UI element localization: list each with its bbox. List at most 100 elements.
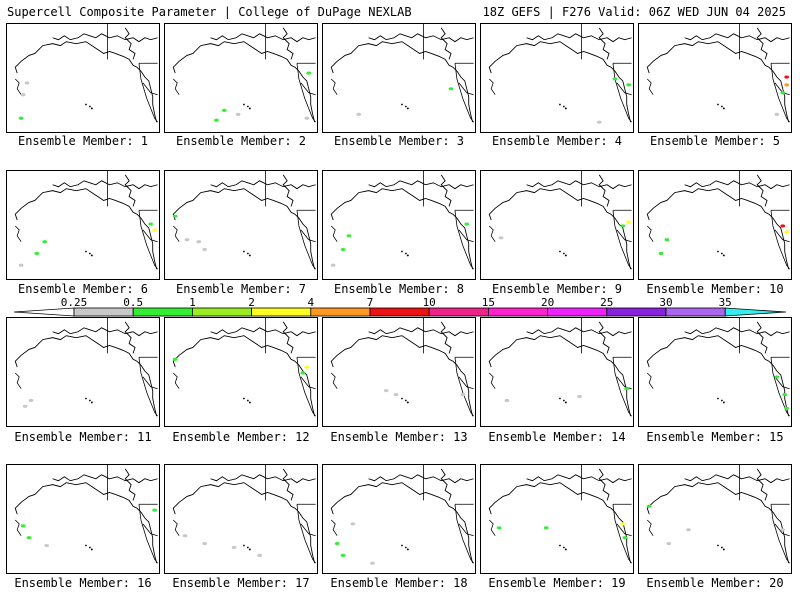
scale-segment (428, 307, 489, 317)
basemap (330, 318, 474, 417)
ensemble-member-11-map (6, 317, 160, 427)
scp-contour (370, 561, 375, 565)
scp-contour (356, 112, 362, 116)
scale-arrow-high (724, 307, 787, 317)
scp-contour (782, 393, 788, 397)
ensemble-member-14-map (480, 317, 634, 427)
basemap (646, 171, 790, 270)
scp-contour (340, 553, 346, 557)
scp-contour (44, 543, 50, 548)
scale-tick-label: 10 (423, 296, 436, 309)
scp-contour (626, 83, 632, 87)
ensemble-member-label: Ensemble Member: 7 (175, 282, 307, 296)
scp-contour (304, 365, 310, 369)
ensemble-member-label: Ensemble Member: 10 (646, 282, 784, 296)
basemap (488, 24, 632, 124)
scp-contour (626, 220, 632, 224)
ensemble-member-10-map (638, 170, 792, 280)
scp-contour (221, 108, 227, 112)
scp-contour (780, 224, 786, 228)
scp-contour (26, 536, 32, 540)
scp-contour (196, 240, 202, 244)
ensemble-member-label: Ensemble Member: 14 (488, 430, 626, 444)
scp-contour (498, 236, 504, 240)
basemap (330, 24, 474, 123)
scp-contour (18, 263, 24, 267)
scale-tick-label: 4 (307, 296, 314, 309)
scp-contour (34, 251, 40, 256)
scale-tick-label: 2 (248, 296, 255, 309)
ensemble-member-12-map (164, 317, 318, 427)
scale-segment (369, 307, 430, 317)
scp-contour (28, 398, 34, 403)
ensemble-member-label: Ensemble Member: 19 (488, 576, 626, 590)
scp-contour (148, 222, 154, 226)
scp-contour (496, 526, 502, 530)
ensemble-member-label: Ensemble Member: 15 (646, 430, 784, 444)
ensemble-member-label: Ensemble Member: 6 (17, 282, 149, 296)
scp-contour (235, 112, 241, 116)
scp-contour (780, 91, 786, 95)
scp-contour (784, 83, 790, 87)
ensemble-member-1-map (6, 23, 160, 133)
scp-contour (346, 234, 352, 238)
ensemble-member-label: Ensemble Member: 5 (649, 134, 781, 148)
scale-arrow-low (13, 307, 75, 317)
scp-contour (620, 522, 626, 526)
scp-contour (622, 536, 628, 540)
ensemble-member-label: Ensemble Member: 3 (333, 134, 465, 148)
scp-contour (577, 394, 582, 399)
scale-segment (665, 307, 726, 317)
scp-contour (152, 508, 158, 512)
scp-contour (22, 404, 28, 408)
ensemble-member-label: Ensemble Member: 8 (333, 282, 465, 296)
ensemble-member-13-map (322, 317, 476, 427)
scp-contour (393, 393, 399, 397)
basemap (172, 465, 316, 564)
scp-contour (202, 247, 208, 252)
basemap (488, 171, 632, 270)
basemap (330, 171, 474, 270)
scp-contour (257, 553, 263, 557)
ensemble-member-label: Ensemble Member: 16 (14, 576, 152, 590)
basemap (488, 465, 632, 564)
scp-contour (658, 251, 664, 256)
scp-contour (460, 393, 466, 397)
basemap (646, 465, 790, 564)
basemap (14, 318, 158, 417)
scp-contour (24, 81, 30, 85)
basemap (14, 171, 158, 270)
ensemble-member-17-map (164, 464, 318, 574)
basemap (172, 24, 316, 123)
color-scale-bar: 0.25 0.5 1 2 4 7 10 15 20 25 30 35 (13, 296, 787, 317)
ensemble-member-label: Ensemble Member: 9 (491, 282, 623, 296)
scale-segment (310, 307, 371, 317)
scp-contour (543, 526, 549, 530)
ensemble-member-18-map (322, 464, 476, 574)
scp-contour (383, 389, 389, 393)
scale-tick-label: 25 (600, 296, 613, 309)
ensemble-member-19-map (480, 464, 634, 574)
scale-tick-label: 30 (659, 296, 672, 309)
scp-contour (784, 75, 790, 79)
scp-contour (340, 247, 346, 252)
ensemble-member-4-map (480, 23, 634, 133)
scp-contour (152, 228, 158, 232)
scp-contour (464, 222, 470, 226)
scp-contour (350, 522, 356, 526)
scp-contour (214, 118, 219, 122)
scp-contour (504, 398, 510, 403)
ensemble-member-label: Ensemble Member: 11 (14, 430, 152, 444)
scale-tick-label: 7 (367, 296, 374, 309)
scale-segment (487, 307, 548, 317)
scp-contour (624, 387, 630, 391)
ensemble-member-label: Ensemble Member: 1 (17, 134, 149, 148)
scp-contour (202, 541, 208, 546)
ensemble-member-label: Ensemble Member: 20 (646, 576, 784, 590)
basemap (14, 24, 158, 123)
scp-contour (18, 116, 24, 120)
ensemble-member-7-map (164, 170, 318, 280)
ensemble-member-9-map (480, 170, 634, 280)
scp-contour (612, 77, 618, 81)
scp-contour (330, 263, 336, 267)
